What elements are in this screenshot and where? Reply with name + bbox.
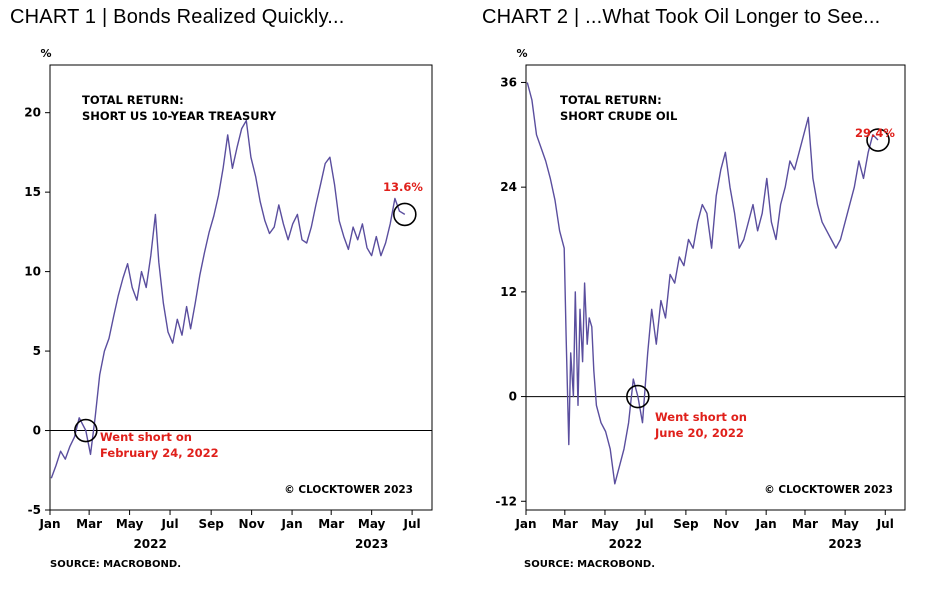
chart1-title: CHART 1 | Bonds Realized Quickly... (10, 6, 345, 28)
chart2-final-marker (866, 128, 890, 152)
chart1-year-label: 2022 (133, 537, 166, 551)
chart1-annotation-title: SHORT US 10-YEAR TREASURY (82, 109, 277, 123)
chart1-copyright: © CLOCKTOWER 2023 (284, 484, 413, 496)
chart1-x-tick-label: May (116, 517, 144, 531)
chart2-annotation-title: TOTAL RETURN: (560, 93, 662, 107)
chart1-event-label: Went short on (100, 430, 192, 444)
chart1-x-tick-label: Jan (38, 517, 60, 531)
chart1-annotation-title: TOTAL RETURN: (82, 93, 184, 107)
chart2-x-tick-label: Nov (713, 517, 739, 531)
chart2-year-label: 2023 (828, 537, 861, 551)
chart2-y-unit: % (516, 47, 527, 60)
chart1-x-tick-label: Nov (239, 517, 265, 531)
chart2-x-tick-label: Jan (514, 517, 536, 531)
chart1-y-tick-label: 15 (24, 185, 41, 199)
chart2-x-tick-label: Mar (552, 517, 578, 531)
chart2-y-tick-label: 12 (500, 285, 517, 299)
chart1-x-tick-label: Jul (403, 517, 421, 531)
chart2-y-tick-label: 36 (500, 75, 517, 89)
chart2-x-tick-label: Jan (755, 517, 777, 531)
chart2-y-tick-label: 24 (500, 180, 517, 194)
chart2-frame (525, 64, 906, 511)
chart1-y-tick-label: 20 (24, 106, 41, 120)
chart1-series-line (50, 119, 406, 479)
chart2-source: SOURCE: MACROBOND. (524, 559, 655, 570)
chart2-copyright: © CLOCKTOWER 2023 (764, 484, 893, 496)
chart2-final-value-label: 29.4% (855, 126, 895, 140)
chart1-x-tick-label: Mar (76, 517, 102, 531)
chart2-event-label: June 20, 2022 (654, 426, 744, 440)
chart2-annotation-title: SHORT CRUDE OIL (560, 109, 678, 123)
chart1-event-label: February 24, 2022 (100, 446, 219, 460)
chart1-x-tick-label: Mar (318, 517, 344, 531)
chart2-x-tick-label: Jul (636, 517, 654, 531)
chart1-y-tick-label: -5 (28, 503, 41, 517)
chart1-x-tick-label: Jan (281, 517, 303, 531)
chart1-event-marker (74, 418, 98, 443)
chart2-x-tick-label: May (591, 517, 619, 531)
chart2-y-tick-label: -12 (495, 494, 517, 508)
chart2-event-label: Went short on (655, 410, 747, 424)
chart2-x-tick-label: May (831, 517, 859, 531)
chart2-x-tick-label: Jul (876, 517, 894, 531)
chart2-x-tick-label: Sep (673, 517, 699, 531)
chart1-x-tick-label: Jul (160, 517, 178, 531)
chart1-y-unit: % (40, 47, 51, 60)
chart1-x-tick-label: Sep (198, 517, 224, 531)
chart2-y-tick-label: 0 (509, 390, 517, 404)
chart2-series-line (526, 82, 879, 485)
chart2-x-tick-label: Mar (792, 517, 818, 531)
chart1-x-tick-label: May (358, 517, 386, 531)
chart2-event-marker (626, 384, 650, 409)
chart1-y-tick-label: 5 (33, 344, 41, 358)
chart1-final-value-label: 13.6% (383, 180, 423, 194)
chart2-title: CHART 2 | ...What Took Oil Longer to See… (482, 6, 881, 28)
chart1-y-tick-label: 10 (24, 265, 41, 279)
chart1-year-label: 2023 (355, 537, 388, 551)
chart1-frame (49, 64, 433, 511)
chart1-final-marker (393, 202, 417, 227)
chart1-y-tick-label: 0 (33, 424, 41, 438)
chart1-source: SOURCE: MACROBOND. (50, 559, 181, 570)
chart2-year-label: 2022 (609, 537, 642, 551)
